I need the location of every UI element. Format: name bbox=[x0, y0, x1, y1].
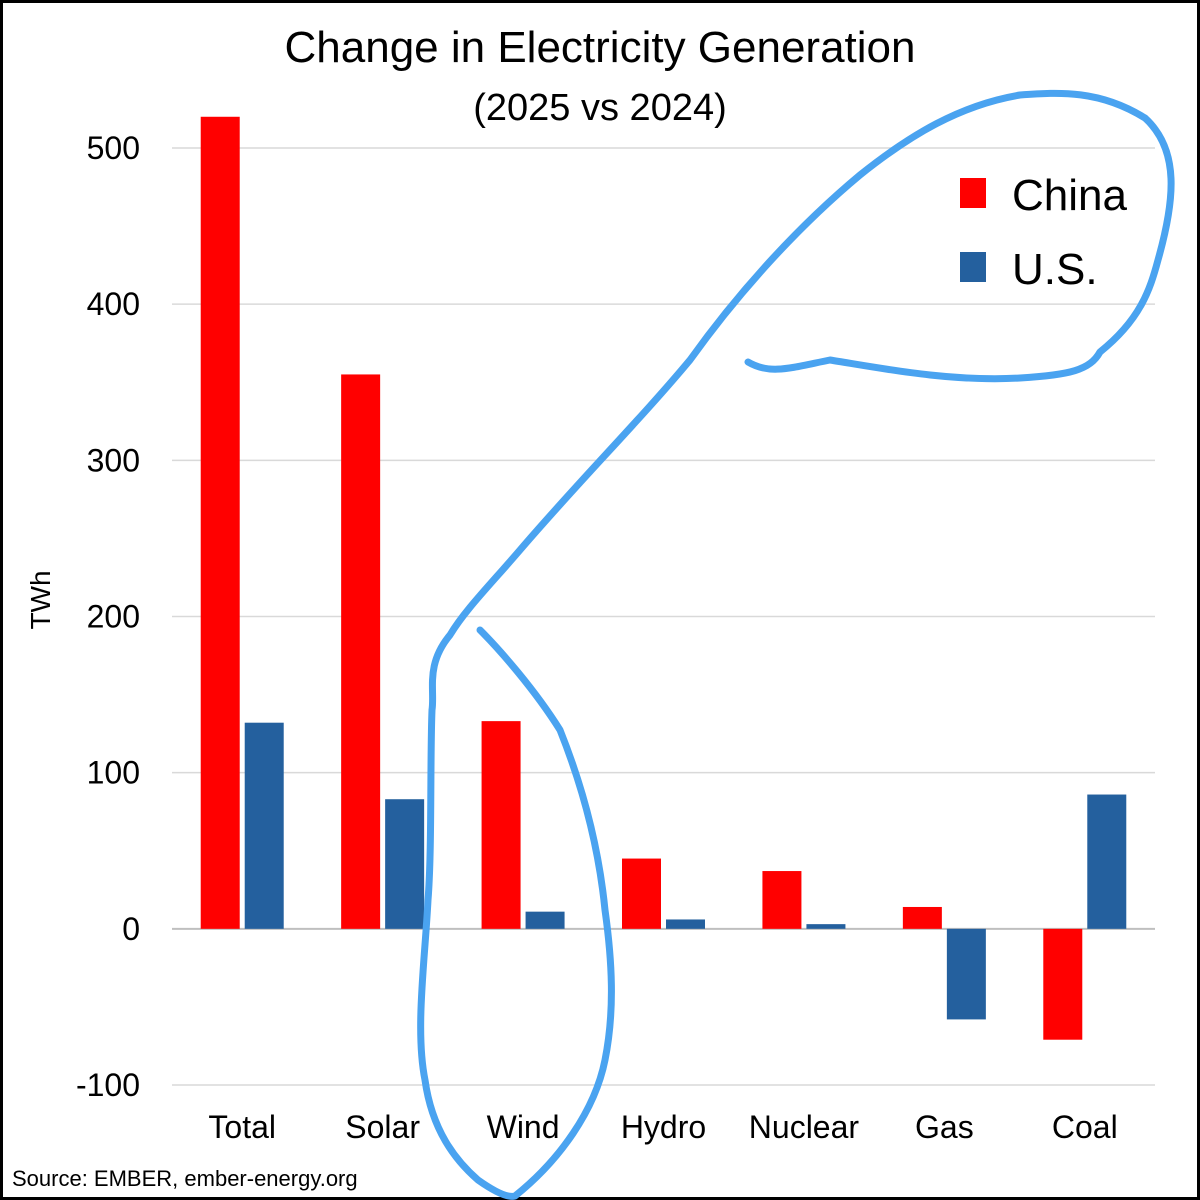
y-axis-ticks: 500 400 300 200 100 0 -100 bbox=[76, 130, 140, 1103]
x-tick-label: Nuclear bbox=[749, 1109, 860, 1145]
y-tick-label: -100 bbox=[76, 1067, 140, 1103]
bars bbox=[200, 116, 1127, 1040]
bar-us-coal bbox=[1087, 794, 1127, 929]
x-tick-label: Gas bbox=[915, 1109, 974, 1145]
x-axis-ticks: Total Solar Wind Hydro Nuclear Gas Coal bbox=[208, 1109, 1117, 1145]
bar-china-hydro bbox=[622, 858, 661, 929]
x-tick-label: Coal bbox=[1052, 1109, 1118, 1145]
gridlines bbox=[172, 147, 1155, 1086]
y-tick-label: 200 bbox=[87, 599, 140, 635]
x-tick-label: Solar bbox=[345, 1109, 420, 1145]
y-axis-label: TWh bbox=[25, 570, 56, 629]
bar-china-coal bbox=[1043, 928, 1083, 1040]
bar-us-gas bbox=[946, 928, 986, 1020]
bar-china-nuclear bbox=[762, 871, 802, 929]
y-tick-label: 0 bbox=[122, 911, 140, 947]
y-tick-label: 500 bbox=[87, 130, 140, 166]
legend-swatch-us bbox=[960, 252, 986, 282]
x-tick-label: Hydro bbox=[621, 1109, 706, 1145]
legend-label-china: China bbox=[1012, 171, 1127, 220]
legend: China U.S. bbox=[960, 171, 1127, 294]
bar-us-wind bbox=[525, 911, 565, 929]
chart-subtitle: (2025 vs 2024) bbox=[473, 87, 727, 129]
bar-china-gas bbox=[902, 906, 942, 929]
legend-label-us: U.S. bbox=[1012, 245, 1098, 294]
bar-us-nuclear bbox=[806, 924, 846, 929]
bar-china-total bbox=[200, 116, 240, 929]
y-tick-label: 100 bbox=[87, 755, 140, 791]
y-tick-label: 400 bbox=[87, 286, 140, 322]
x-tick-label: Wind bbox=[487, 1109, 560, 1145]
source-note: Source: EMBER, ember-energy.org bbox=[12, 1166, 358, 1191]
hand-drawn-annotation bbox=[417, 89, 1175, 1200]
legend-swatch-china bbox=[960, 178, 986, 208]
bar-china-solar bbox=[341, 374, 381, 929]
y-tick-label: 300 bbox=[87, 442, 140, 478]
chart-title: Change in Electricity Generation bbox=[285, 23, 916, 72]
bar-us-total bbox=[244, 722, 284, 929]
bar-us-solar bbox=[385, 799, 425, 929]
bar-us-hydro bbox=[666, 919, 705, 929]
x-tick-label: Total bbox=[208, 1109, 276, 1145]
bar-china-wind bbox=[481, 721, 521, 929]
